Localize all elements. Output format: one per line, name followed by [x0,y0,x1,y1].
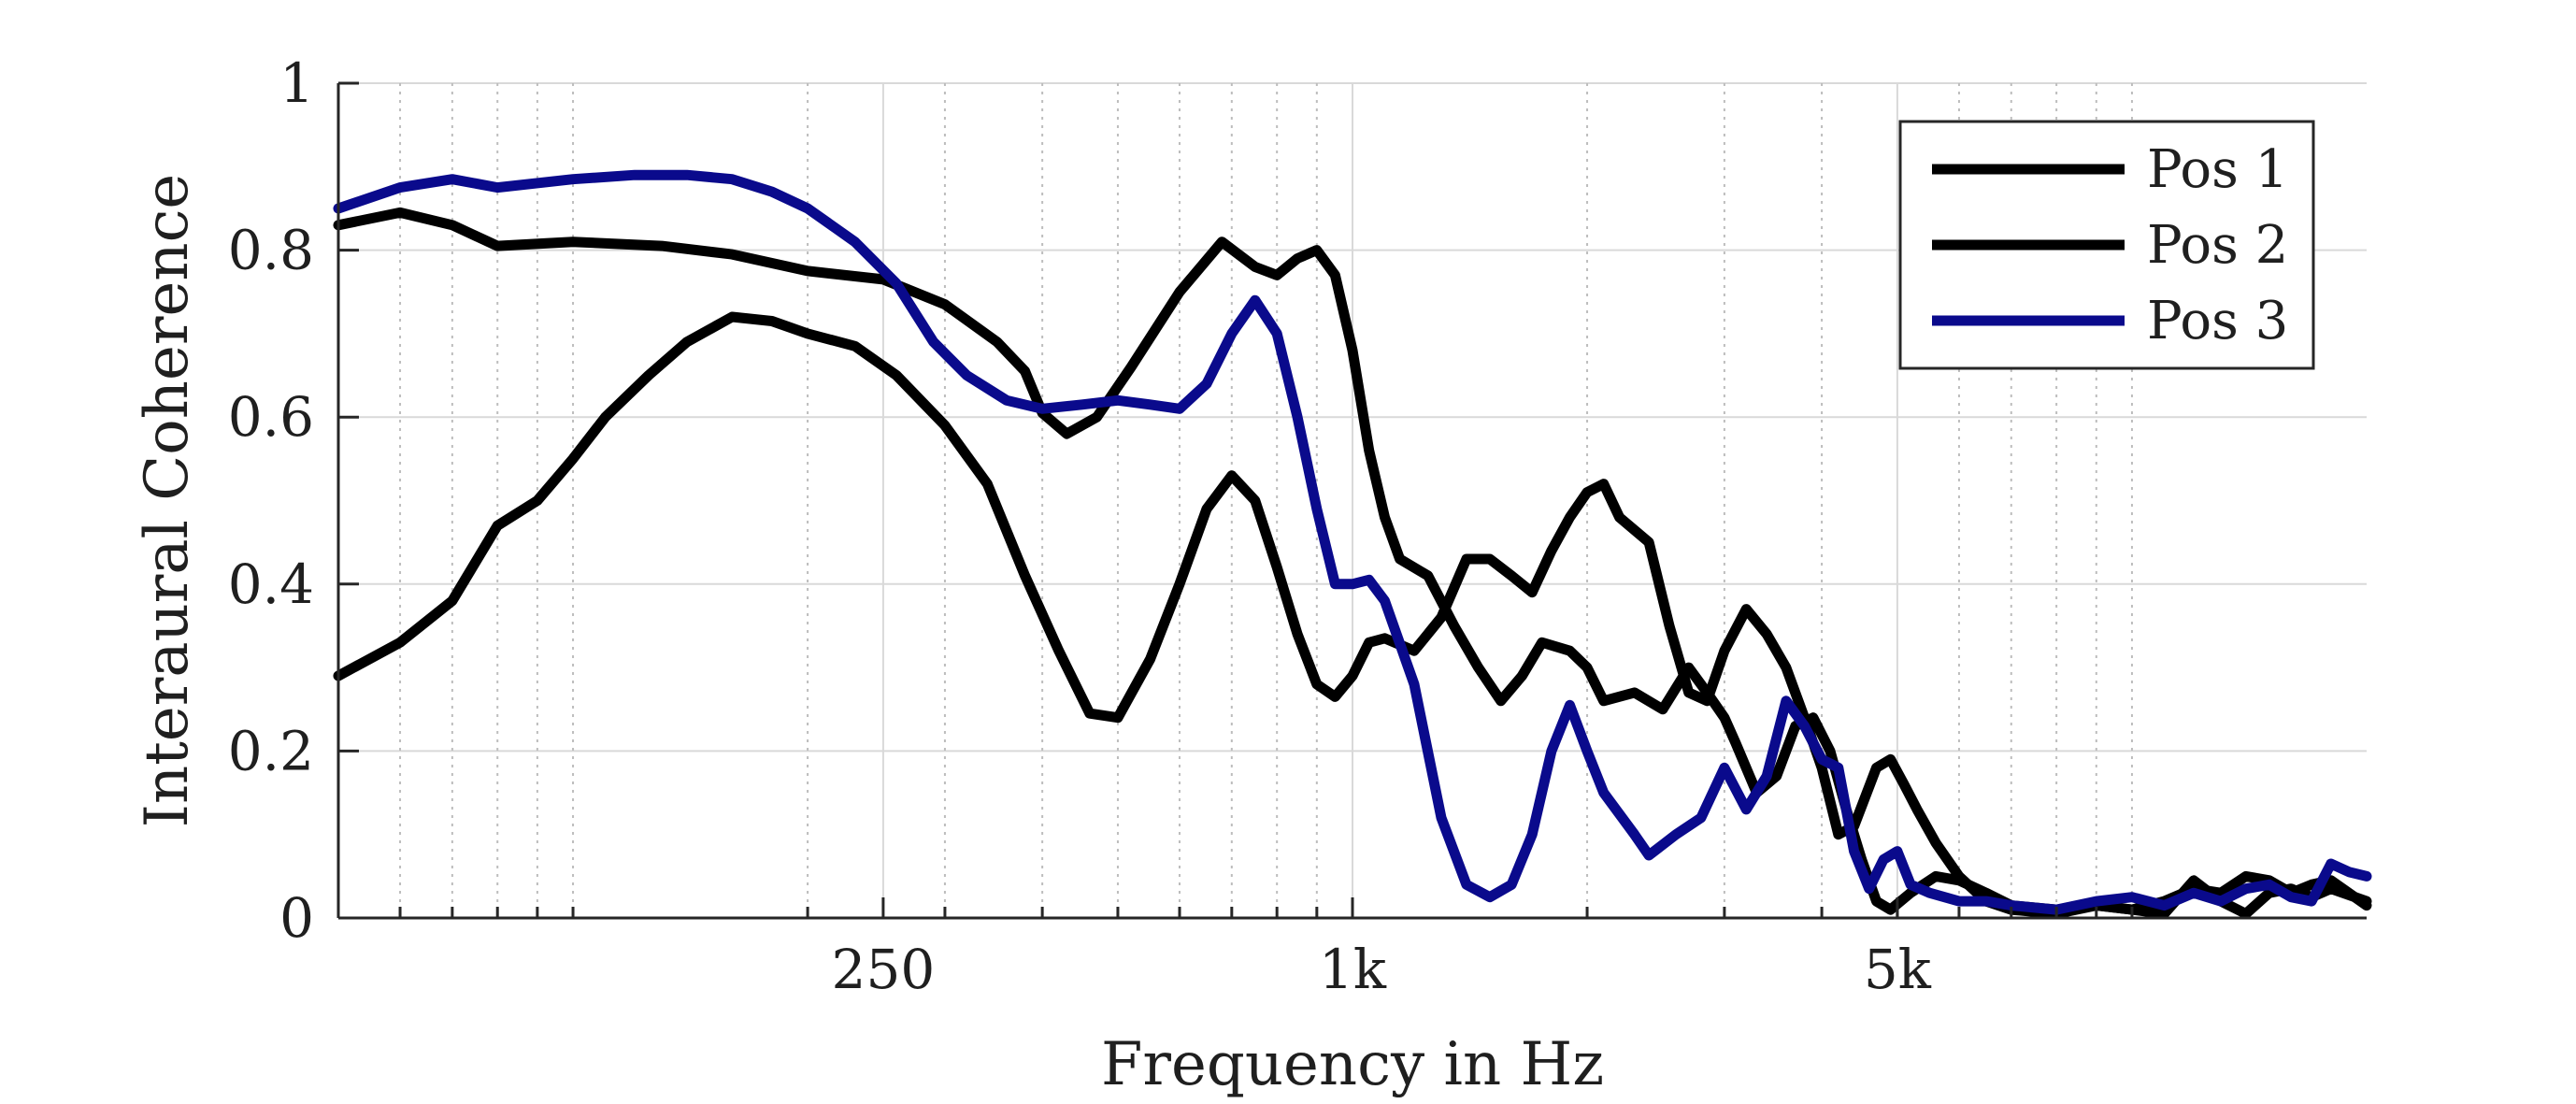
y-tick-label: 0.2 [228,719,314,782]
legend-label-2: Pos 2 [2147,215,2288,276]
x-tick-label: 1k [1319,938,1387,1001]
x-axis-title: Frequency in Hz [1101,1030,1604,1099]
axes: 0 0.2 0.4 0.6 0.8 1 250 1k 5k [228,51,2367,1001]
y-tick-label: 0.4 [228,552,314,616]
y-tick-label: 0.8 [228,219,314,282]
legend-label-3: Pos 3 [2147,291,2288,351]
legend-label-1: Pos 1 [2147,139,2288,200]
y-tick-label: 1 [279,51,314,115]
x-tick-label: 250 [832,938,936,1001]
x-tick-label: 5k [1864,938,1932,1001]
y-tick-label: 0 [279,886,314,950]
y-tick-label: 0.6 [228,385,314,449]
y-axis-title: Interaural Coherence [133,174,202,828]
legend: Pos 1 Pos 2 Pos 3 [1898,120,2315,370]
